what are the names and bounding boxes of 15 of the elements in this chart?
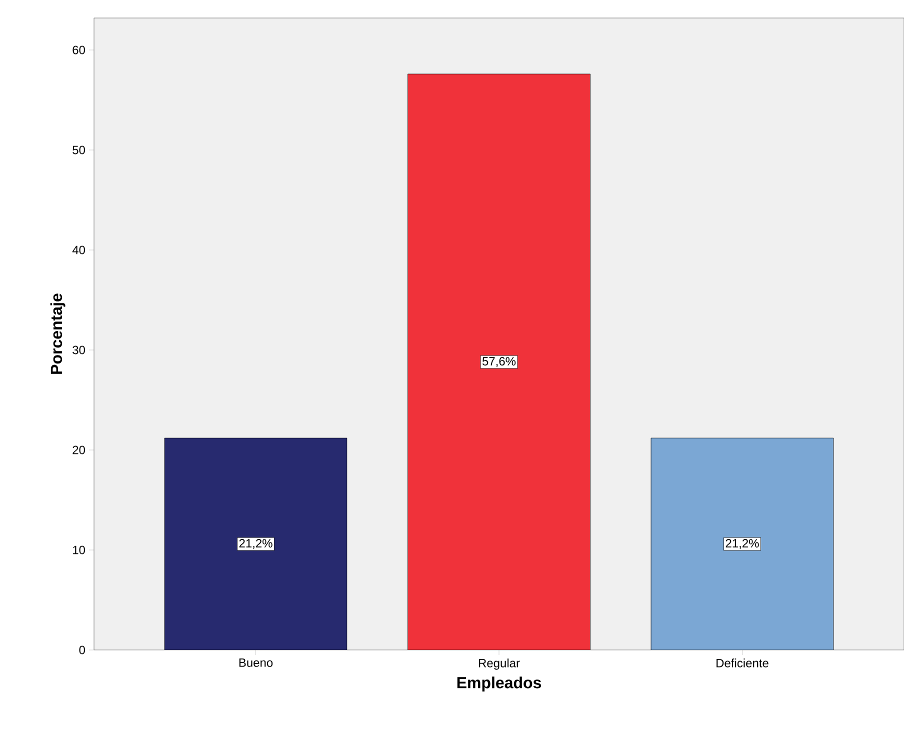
y-axis-title: Porcentaje [50, 294, 66, 374]
y-tick-label: 20 [72, 446, 86, 454]
x-tick-label: Regular [478, 658, 520, 670]
x-tick-label: Deficiente [716, 658, 768, 668]
y-tick-label: 30 [72, 346, 86, 354]
data-label: 21,2% [726, 539, 759, 549]
y-tick-label: 60 [72, 46, 86, 54]
data-label: 57,6% [482, 357, 516, 367]
y-tick-label: 10 [73, 546, 86, 554]
x-tick-label: Bueno [239, 658, 273, 667]
data-label: 21,2% [239, 539, 272, 549]
x-axis-title: Empleados [457, 676, 542, 692]
y-tick-label: 40 [72, 246, 86, 254]
y-tick-label: 0 [79, 646, 86, 654]
y-tick-label: 50 [72, 146, 86, 154]
